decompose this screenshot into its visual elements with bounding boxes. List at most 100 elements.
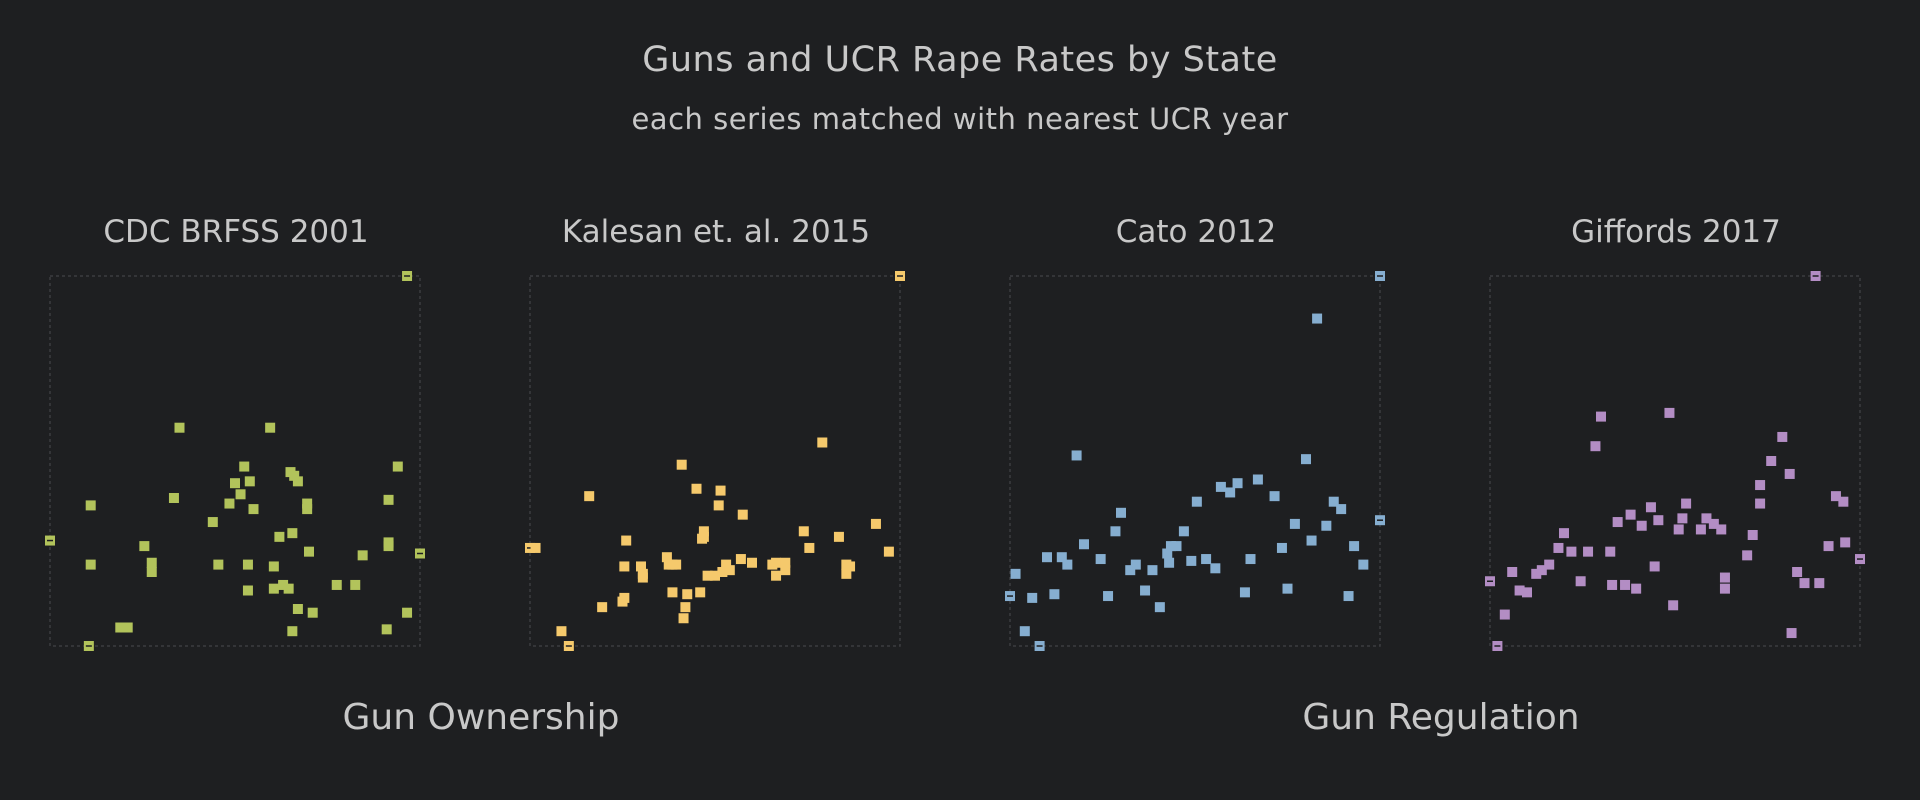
- scatter-point: [1164, 557, 1175, 568]
- scatter-point-mark: [1036, 645, 1043, 647]
- scatter-point: [1140, 585, 1151, 596]
- scatter-point: [230, 478, 240, 489]
- scatter-point: [737, 509, 748, 520]
- scatter-point: [715, 485, 726, 496]
- scatter-point: [1276, 542, 1287, 553]
- scatter-point: [1042, 552, 1052, 563]
- scatter-point: [1766, 456, 1777, 466]
- group-label-gun-ownership: Gun Ownership: [342, 697, 620, 738]
- scatter-point: [1645, 502, 1656, 513]
- scatter-point-mark: [47, 539, 53, 542]
- scatter-point: [1784, 468, 1795, 479]
- scatter-point: [1056, 552, 1067, 563]
- scatter-point: [1620, 579, 1631, 590]
- scatter-point: [146, 557, 157, 568]
- scatter-point: [817, 437, 828, 448]
- scatter-point: [771, 557, 782, 568]
- scatter-point: [85, 500, 96, 511]
- scatter-point-mark: [417, 552, 423, 555]
- scatter-point: [1695, 524, 1706, 535]
- scatter-point: [619, 592, 630, 603]
- scatter-point: [1742, 550, 1753, 561]
- scatter-point: [1544, 559, 1555, 570]
- scatter-point: [682, 589, 693, 600]
- scatter-point: [207, 517, 218, 528]
- scatter-point: [771, 570, 782, 581]
- scatter-point: [302, 504, 313, 515]
- scatter-point: [698, 531, 709, 542]
- plot-frame: [1489, 275, 1861, 647]
- scatter-point: [122, 622, 133, 633]
- scatter-point: [1755, 498, 1766, 509]
- scatter-point: [235, 489, 246, 500]
- scatter-plot-cato-2012: [1005, 271, 1385, 651]
- scatter-point: [1130, 559, 1141, 570]
- scatter-point: [213, 559, 224, 570]
- scatter-point: [1607, 579, 1618, 590]
- scatter-point: [661, 552, 672, 563]
- scatter-point: [1830, 491, 1841, 502]
- scatter-point: [392, 461, 403, 472]
- scatter-point: [1553, 542, 1564, 553]
- scatter-point: [1252, 474, 1263, 485]
- scatter-point: [331, 579, 342, 590]
- scatter-point: [530, 542, 541, 553]
- scatter-point: [1531, 568, 1542, 579]
- scatter-point: [1668, 600, 1679, 611]
- scatter-point: [721, 559, 732, 570]
- scatter-point: [1147, 565, 1158, 576]
- scatter-point: [1306, 535, 1317, 546]
- scatter-point: [242, 559, 253, 570]
- scatter-point: [1358, 559, 1369, 570]
- scatter-point: [1110, 526, 1121, 537]
- scatter-point: [1282, 583, 1293, 594]
- scatter-point-mark: [1487, 580, 1493, 582]
- scatter-plot-kalesan-2015: [525, 271, 905, 651]
- plot-frame: [1009, 275, 1381, 647]
- scatter-point: [667, 587, 678, 598]
- scatter-point: [747, 557, 757, 568]
- scatter-point-mark: [1377, 275, 1383, 277]
- plot-frame: [529, 275, 901, 647]
- scatter-point: [637, 572, 648, 583]
- panel-title-kalesan-2015: Kalesan et. al. 2015: [561, 214, 871, 250]
- scatter-point: [1210, 563, 1221, 574]
- scatter-point: [1636, 520, 1647, 531]
- scatter-point: [239, 461, 250, 472]
- scatter-point: [287, 626, 298, 637]
- scatter-point: [1583, 546, 1594, 557]
- scatter-point: [1162, 548, 1173, 559]
- scatter-point: [1747, 530, 1758, 540]
- scatter-point: [883, 546, 894, 557]
- scatter-point: [702, 570, 713, 581]
- scatter-point: [287, 528, 298, 539]
- scatter-point: [1664, 407, 1675, 418]
- scatter-point: [798, 526, 809, 537]
- scatter-point: [1792, 567, 1803, 577]
- scatter-point: [1071, 450, 1082, 461]
- scatter-point: [115, 622, 126, 633]
- scatter-point: [1499, 609, 1510, 620]
- scatter-point-mark: [1377, 519, 1383, 521]
- scatter-point: [1823, 541, 1834, 552]
- scatter-point: [224, 498, 235, 509]
- scatter-point: [283, 583, 294, 594]
- scatter-point: [1349, 541, 1360, 552]
- scatter-point: [1840, 537, 1851, 548]
- plot-frame: [49, 275, 421, 647]
- scatter-point: [1312, 313, 1323, 324]
- scatter-point-mark: [527, 547, 533, 549]
- scatter-point: [278, 579, 289, 590]
- scatter-point: [292, 604, 303, 614]
- scatter-point: [146, 567, 157, 577]
- group-label-gun-regulation: Gun Regulation: [1302, 697, 1580, 738]
- scatter-point: [1701, 513, 1712, 524]
- scatter-point: [383, 541, 394, 552]
- scatter-point: [680, 602, 691, 613]
- scatter-point: [242, 585, 253, 596]
- scatter-point: [383, 494, 394, 505]
- scatter-point: [1566, 546, 1577, 557]
- scatter-point: [1062, 559, 1073, 570]
- scatter-point-mark: [1007, 595, 1013, 597]
- scatter-point: [1716, 524, 1727, 535]
